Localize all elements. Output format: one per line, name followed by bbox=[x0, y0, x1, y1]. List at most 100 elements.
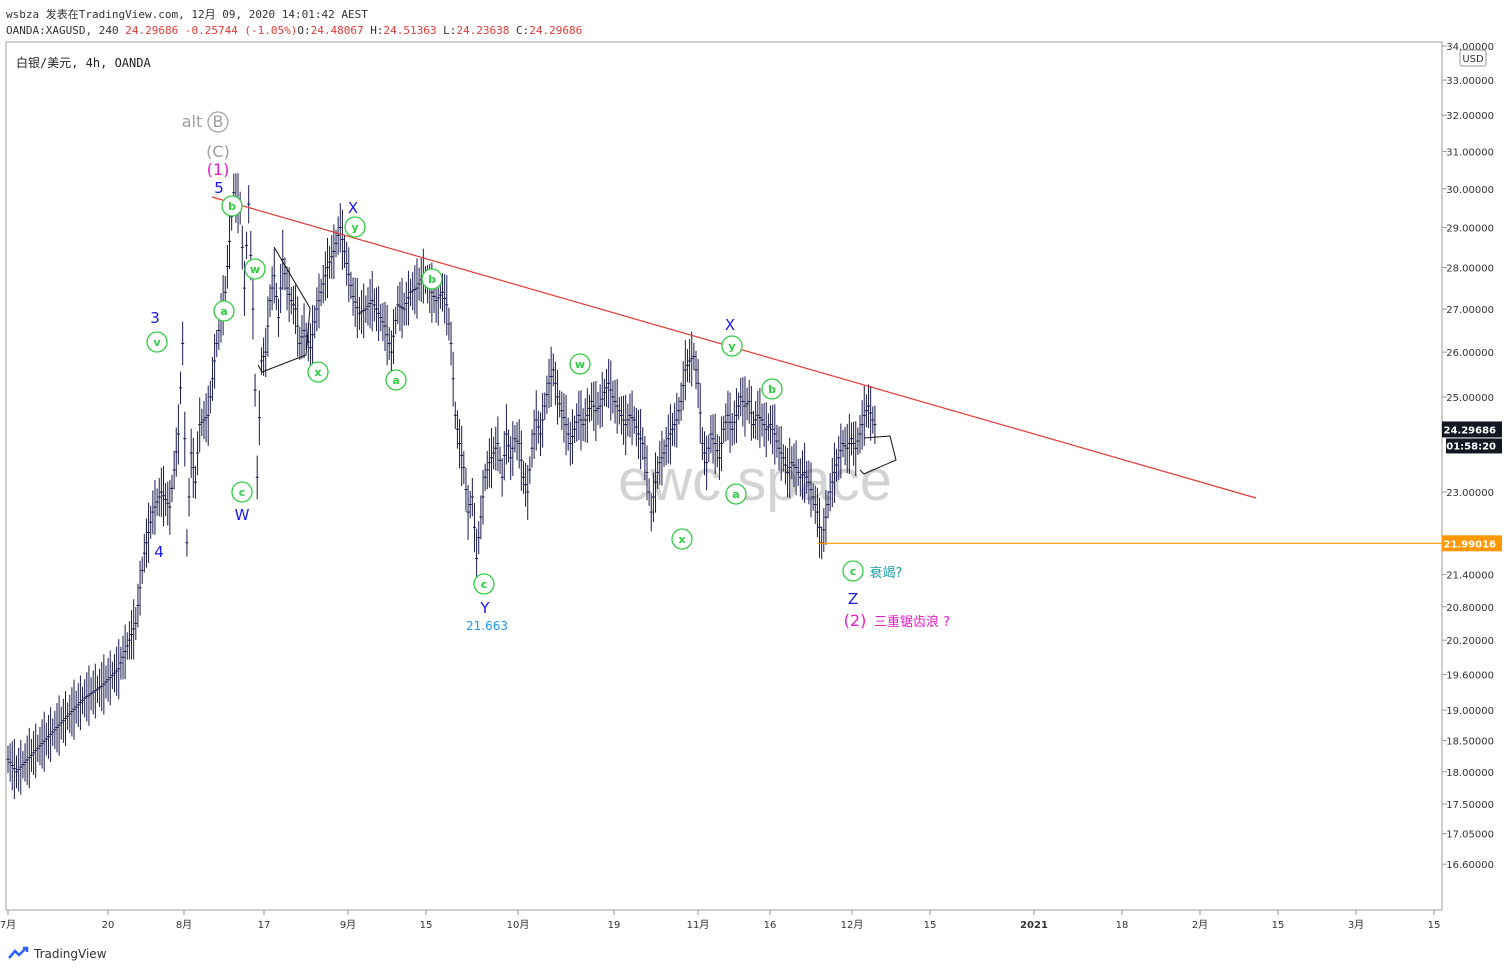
price-tick-label: 17.05000 bbox=[1446, 830, 1494, 841]
wave-circle bbox=[244, 258, 266, 280]
price-tick-label: 26.00000 bbox=[1446, 348, 1494, 359]
wave-circle-label: c bbox=[239, 486, 246, 499]
time-tick-label: 16 bbox=[764, 920, 777, 931]
wave-label: alt bbox=[182, 112, 203, 131]
triangle-patterns bbox=[257, 246, 897, 475]
price-tick-label: 25.00000 bbox=[1446, 393, 1494, 404]
wave-circle-label: a bbox=[220, 305, 227, 318]
wave-circle-label: b bbox=[228, 200, 236, 213]
wave-label: X bbox=[725, 316, 735, 334]
wave-circle bbox=[725, 483, 747, 505]
wave-circle bbox=[213, 300, 235, 322]
time-tick-label: 15 bbox=[1272, 920, 1285, 931]
wave-circle-label: w bbox=[250, 263, 260, 276]
wave-circle-label: a bbox=[732, 488, 739, 501]
plot-area[interactable] bbox=[5, 41, 1443, 911]
support-price-tag-box bbox=[1442, 535, 1502, 552]
price-tick-label: 28.00000 bbox=[1446, 264, 1494, 275]
price-tick-label: 16.60000 bbox=[1446, 860, 1494, 871]
wave-label: 4 bbox=[154, 543, 164, 561]
ohlc-line: OANDA:XAGUSD, 240 24.29686 -0.25744 (-1.… bbox=[6, 24, 582, 37]
o-value: 24.48067 bbox=[310, 24, 364, 37]
wave-circle bbox=[344, 216, 366, 238]
wave-circle-label: c bbox=[850, 565, 857, 578]
wave-circle bbox=[842, 560, 864, 582]
watermark: ewc.space bbox=[618, 448, 892, 513]
time-tick-label: 15 bbox=[924, 920, 937, 931]
time-tick-label: 10月 bbox=[507, 919, 530, 931]
price-tick-label: 21.40000 bbox=[1446, 570, 1494, 581]
price-tick-label: 18.00000 bbox=[1446, 768, 1494, 779]
publish-line: wsbza 发表在TradingView.com, 12月 09, 2020 1… bbox=[6, 6, 368, 22]
wave-circle bbox=[421, 268, 443, 290]
price-tick-label: 31.00000 bbox=[1446, 147, 1494, 158]
chart-title: 白银/美元, 4h, OANDA bbox=[16, 56, 151, 70]
price-change: -0.25744 (-1.05%) bbox=[184, 24, 298, 37]
footer-text: TradingView bbox=[34, 947, 107, 961]
wave-circle bbox=[146, 331, 168, 353]
currency-badge bbox=[1459, 49, 1487, 67]
wave-circle-label: a bbox=[392, 374, 399, 387]
wave-label: W bbox=[235, 506, 250, 524]
footer: TradingView bbox=[8, 946, 107, 962]
price-tick-label: 33.00000 bbox=[1446, 76, 1494, 87]
price-tick-label: 19.00000 bbox=[1446, 706, 1494, 717]
author: wsbza bbox=[6, 8, 40, 21]
price-tick-label: 17.50000 bbox=[1446, 800, 1494, 811]
time-tick-label: 9月 bbox=[340, 919, 356, 931]
price-tick-label: 29.00000 bbox=[1446, 224, 1494, 235]
wave-label: (1) bbox=[207, 160, 230, 179]
price-tick-label: 20.80000 bbox=[1446, 603, 1494, 614]
wave-label: 三重锯齿浪 ? bbox=[874, 614, 950, 630]
time-tick-label: 20 bbox=[102, 920, 115, 931]
wave-label: B bbox=[213, 112, 224, 131]
wave-circle bbox=[761, 378, 783, 400]
symbol: OANDA:XAGUSD, 240 bbox=[6, 24, 119, 37]
alt-b-circle bbox=[207, 111, 229, 133]
wave-circle-label: b bbox=[768, 383, 776, 396]
wave-circles: v b a c w x y a b c w x y b a c bbox=[146, 195, 864, 595]
wave-label: X bbox=[348, 199, 358, 217]
support-price-tag: 21.99016 bbox=[1443, 539, 1496, 550]
time-tick-label: 19 bbox=[608, 920, 621, 931]
time-tick-label: 2月 bbox=[1192, 919, 1208, 931]
wave-circle bbox=[569, 353, 591, 375]
last-price: 24.29686 bbox=[125, 24, 179, 37]
c-value: 24.29686 bbox=[529, 24, 583, 37]
price-tick-label: 18.50000 bbox=[1446, 737, 1494, 748]
price-tick-label: 19.60000 bbox=[1446, 671, 1494, 682]
wave-circle bbox=[671, 528, 693, 550]
wave-circle-label: y bbox=[351, 221, 358, 234]
wave-circle-label: x bbox=[314, 366, 321, 379]
l-value: 24.23638 bbox=[456, 24, 510, 37]
time-tick-label: 18 bbox=[1116, 920, 1129, 931]
h-value: 24.51363 bbox=[383, 24, 437, 37]
wave-circle bbox=[307, 361, 329, 383]
time-tick-label: 17 bbox=[258, 920, 271, 931]
price-tick-label: 30.00000 bbox=[1446, 185, 1494, 196]
wave-circle-label: v bbox=[153, 336, 161, 349]
last-price-tag: 24.29686 bbox=[1443, 425, 1496, 436]
c-label: C: bbox=[516, 24, 530, 37]
wave-circle-label: y bbox=[728, 340, 735, 353]
wave-label: 衰竭? bbox=[870, 565, 903, 581]
time-tick-label: 15 bbox=[1428, 920, 1441, 931]
wave-label: Y bbox=[479, 599, 490, 617]
price-tick-label: 23.00000 bbox=[1446, 488, 1494, 499]
time-axis[interactable]: 7月 20 8月 17 9月 15 10月 19 11月 16 12月 15 2021 18 2月 15 3月 1… bbox=[0, 910, 1440, 931]
h-label: H: bbox=[370, 24, 384, 37]
wave-circle bbox=[231, 481, 253, 503]
wave-label: Z bbox=[848, 590, 858, 608]
tradingview-logo-icon bbox=[8, 946, 29, 959]
price-tick-label: 27.00000 bbox=[1446, 305, 1494, 316]
price-tick-label: 32.00000 bbox=[1446, 111, 1494, 122]
price-tick-label: 34.00000 bbox=[1446, 42, 1494, 53]
wave-circle-label: w bbox=[575, 358, 585, 371]
published: 发表在TradingView.com, 12月 09, 2020 14:01:4… bbox=[45, 8, 368, 21]
wave-label: 5 bbox=[214, 179, 224, 197]
time-tick-label: 12月 bbox=[841, 919, 864, 931]
price-axis[interactable]: 34.00000 33.00000 32.00000 31.00000 30.00000… bbox=[1442, 42, 1502, 871]
countdown-box bbox=[1446, 438, 1502, 454]
wave-label: 3 bbox=[150, 309, 160, 327]
